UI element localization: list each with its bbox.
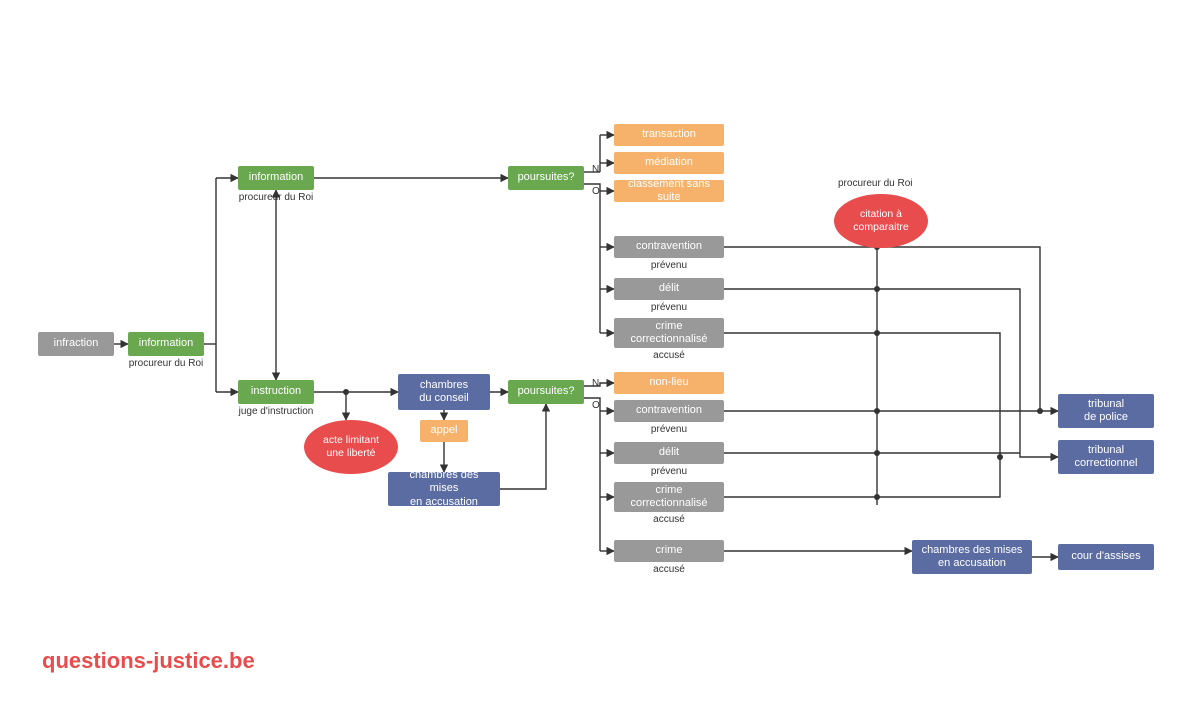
node-delit2-sub: prévenu [614, 466, 724, 477]
node-crimecorr2-sub: accusé [614, 514, 724, 525]
branch-label-n1: N [592, 164, 599, 175]
footer-brand: questions-justice.be [42, 648, 255, 674]
node-crimecorr2: crimecorrectionnalisé [614, 482, 724, 512]
edge-46 [877, 457, 1000, 497]
node-information1: information [128, 332, 204, 356]
edge-dot [1037, 408, 1043, 414]
node-appel: appel [420, 420, 468, 442]
edge-38 [877, 247, 1058, 411]
edge-40 [877, 333, 1000, 457]
node-instruction: instruction [238, 380, 314, 404]
edge-39 [877, 289, 1058, 457]
node-crimecorr1-sub: accusé [614, 350, 724, 361]
branch-label-o1: O [592, 186, 600, 197]
node-tribunal_police: tribunalde police [1058, 394, 1154, 428]
node-contravention1-sub: prévenu [614, 260, 724, 271]
node-contravention2: contravention [614, 400, 724, 422]
node-tribunal_corr: tribunalcorrectionnel [1058, 440, 1154, 474]
node-delit1: délit [614, 278, 724, 300]
node-poursuites2: poursuites? [508, 380, 584, 404]
edge-dot [343, 389, 349, 395]
node-crime-sub: accusé [614, 564, 724, 575]
node-contravention1: contravention [614, 236, 724, 258]
branch-label-o2: O [592, 400, 600, 411]
ellipse-citation: citation àcomparaitre [834, 194, 928, 248]
ellipse-acte: acte limitantune liberté [304, 420, 398, 474]
node-delit2: délit [614, 442, 724, 464]
node-nonlieu: non-lieu [614, 372, 724, 394]
node-poursuites1: poursuites? [508, 166, 584, 190]
ellipse-citation-sub: procureur du Roi [838, 178, 912, 189]
node-chambres_mea2: chambres des misesen accusation [912, 540, 1032, 574]
node-information2: information [238, 166, 314, 190]
branch-label-n2: N [592, 378, 599, 389]
node-delit1-sub: prévenu [614, 302, 724, 313]
node-crime: crime [614, 540, 724, 562]
node-mediation: médiation [614, 152, 724, 174]
node-instruction-sub: juge d'instruction [238, 406, 314, 417]
node-transaction: transaction [614, 124, 724, 146]
node-cour_assises: cour d'assises [1058, 544, 1154, 570]
node-infraction: infraction [38, 332, 114, 356]
node-information1-sub: procureur du Roi [128, 358, 204, 369]
node-crimecorr1: crimecorrectionnalisé [614, 318, 724, 348]
node-information2-sub: procureur du Roi [238, 192, 314, 203]
node-chambres_mea: chambres des misesen accusation [388, 472, 500, 506]
edge-13 [500, 404, 546, 489]
node-classement: classement sans suite [614, 180, 724, 202]
node-chambres_conseil: chambresdu conseil [398, 374, 490, 410]
node-contravention2-sub: prévenu [614, 424, 724, 435]
